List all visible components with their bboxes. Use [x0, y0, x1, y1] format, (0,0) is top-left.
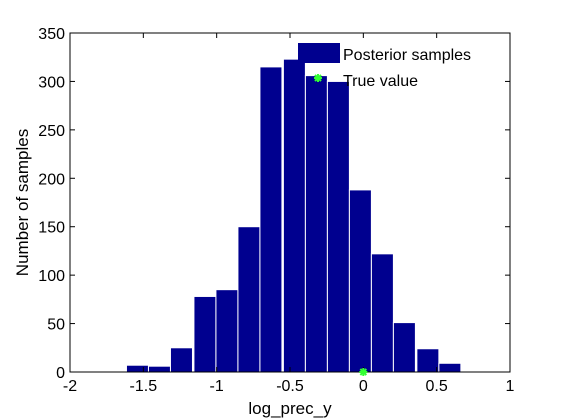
histogram-bar-3: [193, 295, 217, 373]
x-tick-label: 1: [506, 378, 515, 395]
y-tick-label: 300: [38, 74, 65, 91]
legend-swatch-true-value: [314, 74, 322, 82]
true-value-markers: [359, 368, 368, 376]
histogram-bar-11: [370, 253, 394, 373]
histogram-bar-6: [259, 66, 283, 373]
histogram-bar-14: [438, 362, 462, 373]
legend-label-posterior: Posterior samples: [343, 47, 471, 64]
x-axis-label: log_prec_y: [248, 399, 332, 418]
x-tick-label: -1.5: [130, 378, 158, 395]
x-tick-label: 0.5: [426, 378, 448, 395]
legend-marker-icon: [314, 74, 322, 82]
histogram-bar-13: [416, 348, 440, 373]
y-tick-label: 200: [38, 171, 65, 188]
legend: Posterior samples True value: [298, 43, 471, 90]
histogram-bar-10: [348, 189, 372, 373]
legend-label-true-value: True value: [343, 73, 418, 90]
x-tick-label: -2: [63, 378, 77, 395]
histogram-bar-1: [147, 365, 171, 373]
histogram-bar-0: [125, 364, 149, 373]
histogram-bar-9: [326, 80, 350, 373]
histogram-bar-4: [215, 289, 239, 373]
legend-swatch-posterior: [298, 43, 340, 63]
y-tick-label: 0: [56, 365, 65, 382]
y-axis-label: Number of samples: [13, 129, 32, 276]
x-tick-label: -0.5: [276, 378, 304, 395]
x-tick-label: -1: [210, 378, 224, 395]
histogram-bar-8: [304, 75, 328, 373]
histogram-bar-2: [169, 347, 193, 373]
histogram-bars: [125, 58, 462, 373]
y-tick-label: 150: [38, 220, 65, 237]
y-tick-label: 100: [38, 268, 65, 285]
y-tick-label: 250: [38, 123, 65, 140]
y-axis-ticks: 0 50 100 150 200 250 300 350: [38, 26, 510, 382]
histogram-bar-12: [392, 322, 416, 373]
true-value-marker: [359, 368, 368, 376]
histogram-bar-5: [237, 226, 261, 373]
x-axis-ticks: -2 -1.5 -1 -0.5 0 0.5 1: [63, 33, 515, 395]
y-tick-label: 50: [47, 317, 65, 334]
histogram-bar-7: [282, 58, 306, 373]
y-tick-label: 350: [38, 26, 65, 43]
x-tick-label: 0: [359, 378, 368, 395]
